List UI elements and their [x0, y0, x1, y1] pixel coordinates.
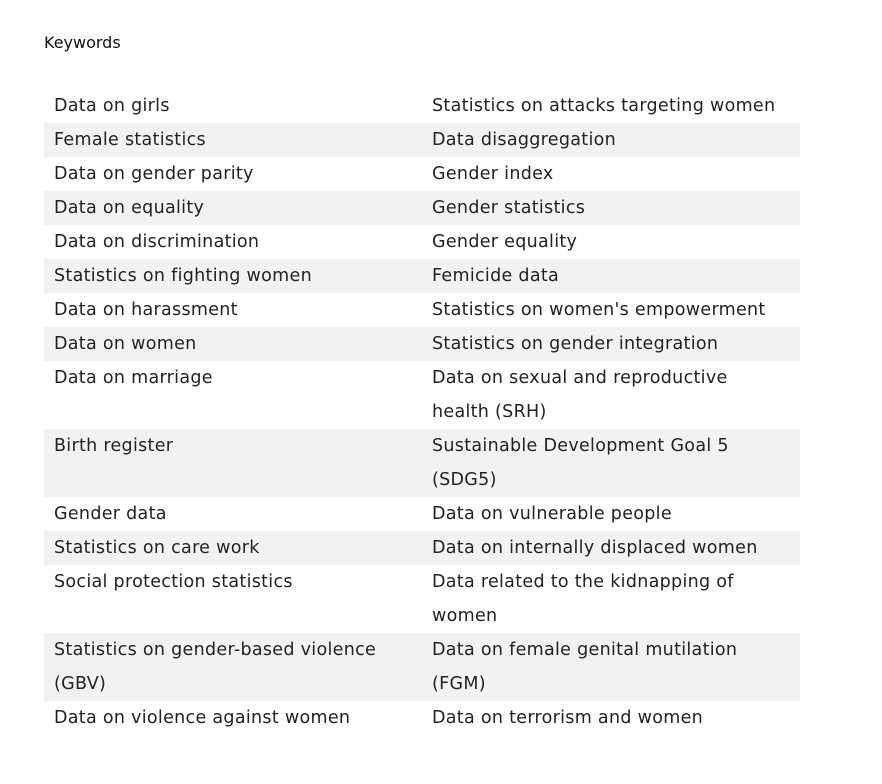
- keyword-cell: Birth register: [44, 429, 422, 497]
- table-row: Social protection statistics Data relate…: [44, 565, 800, 633]
- keyword-cell: Data on sexual and reproductive health (…: [432, 368, 728, 422]
- table-row: Statistics on fighting women Femicide da…: [44, 259, 800, 293]
- keyword-cell: Statistics on attacks targeting women: [432, 96, 776, 116]
- keyword-cell: Statistics on fighting women: [44, 259, 422, 293]
- keyword-cell: Data on female genital mutilation (FGM): [422, 633, 800, 701]
- table-row: Data on violence against women Data on t…: [44, 701, 800, 735]
- keywords-table: Data on girls Statistics on attacks targ…: [44, 89, 800, 735]
- table-row: Data on harassment Statistics on women's…: [44, 293, 800, 327]
- keyword-cell: Social protection statistics: [54, 572, 293, 592]
- keyword-cell: Data on girls: [54, 96, 170, 116]
- keyword-cell: Gender data: [54, 504, 167, 524]
- keyword-cell: Data on discrimination: [54, 232, 260, 252]
- table-row: Data on marriage Data on sexual and repr…: [44, 361, 800, 429]
- keyword-cell: Female statistics: [44, 123, 422, 157]
- keyword-cell: Gender index: [432, 164, 554, 184]
- keyword-cell: Data on women: [44, 327, 422, 361]
- keyword-cell: Data on marriage: [54, 368, 213, 388]
- table-row: Data on discrimination Gender equality: [44, 225, 800, 259]
- keyword-cell: Statistics on gender integration: [422, 327, 800, 361]
- keyword-cell: Gender statistics: [422, 191, 800, 225]
- keyword-cell: Data on equality: [44, 191, 422, 225]
- keyword-cell: Data on harassment: [54, 300, 238, 320]
- table-row: Statistics on care work Data on internal…: [44, 531, 800, 565]
- keyword-cell: Sustainable Development Goal 5 (SDG5): [422, 429, 800, 497]
- table-row: Data on gender parity Gender index: [44, 157, 800, 191]
- table-row: Data on equality Gender statistics: [44, 191, 800, 225]
- keyword-cell: Data on vulnerable people: [432, 504, 672, 524]
- keyword-cell: Data on violence against women: [54, 708, 351, 728]
- keyword-cell: Statistics on care work: [44, 531, 422, 565]
- keyword-cell: Data on gender parity: [54, 164, 254, 184]
- keyword-cell: Data on terrorism and women: [432, 708, 704, 728]
- table-row: Female statistics Data disaggregation: [44, 123, 800, 157]
- keyword-cell: Femicide data: [422, 259, 800, 293]
- table-row: Gender data Data on vulnerable people: [44, 497, 800, 531]
- keyword-cell: Gender equality: [432, 232, 578, 252]
- keyword-cell: Statistics on gender-based violence (GBV…: [44, 633, 422, 701]
- keyword-cell: Data related to the kidnapping of women: [432, 572, 734, 626]
- keyword-cell: Statistics on women's empowerment: [432, 300, 766, 320]
- keywords-heading: Keywords: [44, 33, 121, 52]
- keyword-cell: Data on internally displaced women: [422, 531, 800, 565]
- table-row: Statistics on gender-based violence (GBV…: [44, 633, 800, 701]
- table-row: Birth register Sustainable Development G…: [44, 429, 800, 497]
- table-row: Data on women Statistics on gender integ…: [44, 327, 800, 361]
- table-row: Data on girls Statistics on attacks targ…: [44, 89, 800, 123]
- keyword-cell: Data disaggregation: [422, 123, 800, 157]
